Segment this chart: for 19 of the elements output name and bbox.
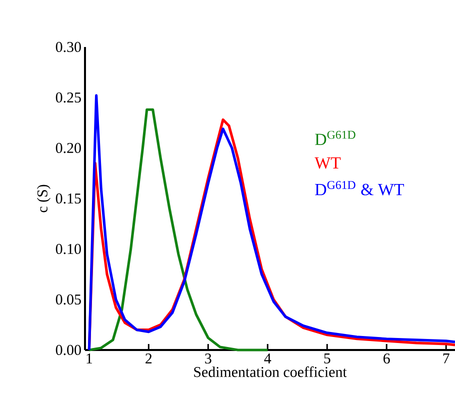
x-tick-label: 3 [205,354,212,364]
x-tick-label: 6 [384,354,390,364]
y-tick-label: 0.30 [56,42,81,52]
x-tick-label: 4 [264,354,272,364]
y-tick-label: 0.05 [56,294,81,305]
x-tick-label: 2 [146,354,152,364]
y-tick-label: 0.20 [56,142,81,154]
x-tick-label: 1 [86,354,92,364]
text: WT [314,157,341,169]
x-tick-label: 5 [324,354,330,364]
x-axis-title: Sedimentation coefficient [194,366,347,378]
x-tick-label: 7 [443,354,450,364]
y-tick-label: 0.25 [56,92,81,103]
text: D$^{G61D}$ & WT [315,181,404,196]
y-tick-label: 0.15 [56,193,81,204]
y-tick-label: 0.00 [56,344,81,356]
text: D$^{G61D}$ [315,130,356,145]
y-tick-label: 0.10 [56,244,81,254]
y-axis-title: c (S) [36,184,50,212]
